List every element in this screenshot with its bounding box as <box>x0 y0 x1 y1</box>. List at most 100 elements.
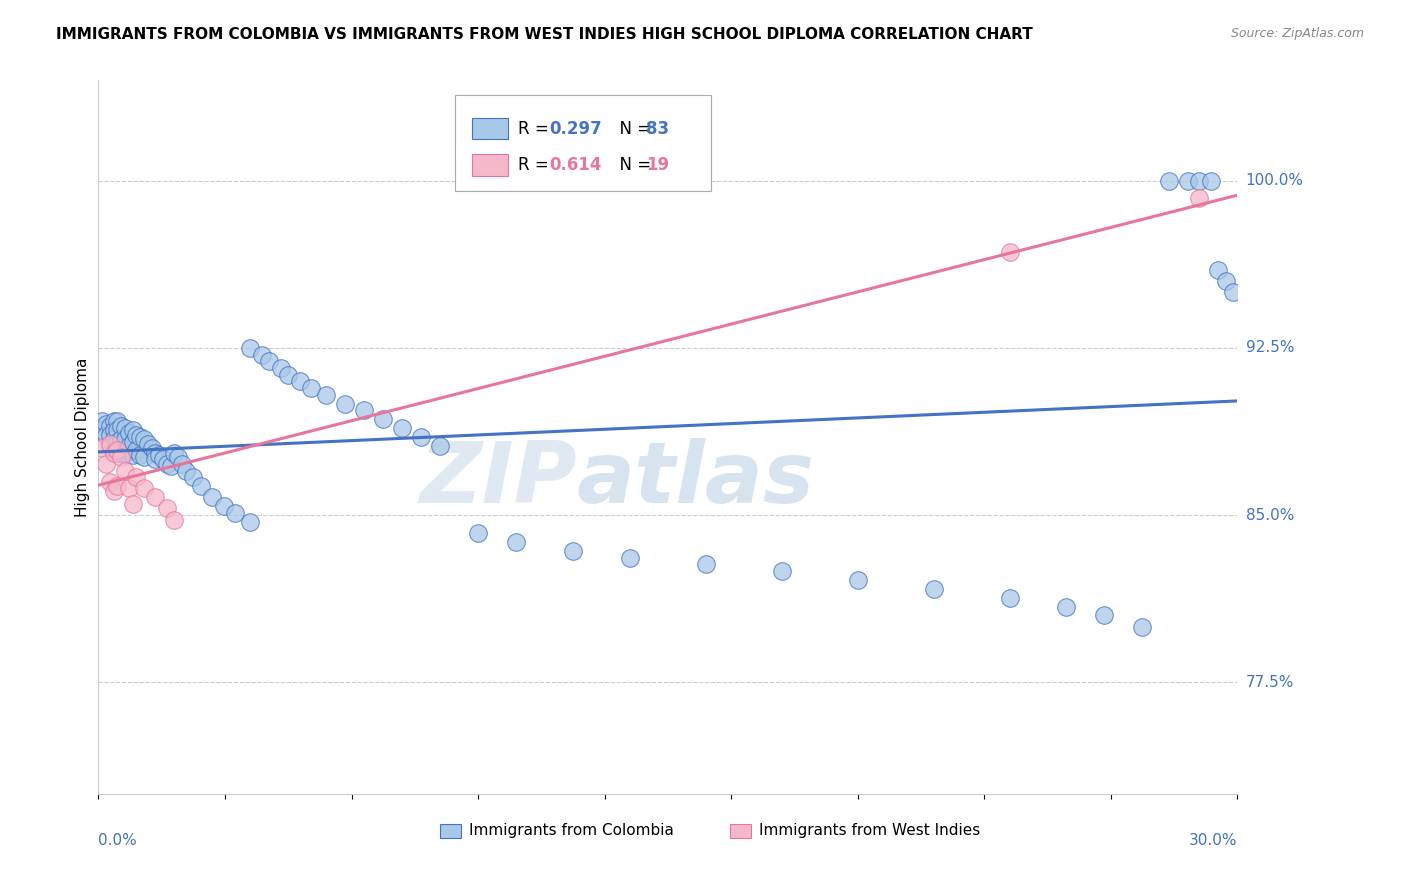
Point <box>846 573 869 587</box>
Point <box>239 515 262 529</box>
Point <box>129 430 152 444</box>
FancyBboxPatch shape <box>456 95 711 191</box>
Text: 85.0%: 85.0% <box>1246 508 1294 523</box>
Point <box>391 421 413 435</box>
Point <box>239 341 262 355</box>
Point <box>118 439 141 453</box>
Point <box>94 457 117 471</box>
Point <box>429 439 451 453</box>
Point <box>125 470 148 484</box>
Point <box>1215 274 1237 288</box>
Point <box>94 428 117 442</box>
Point <box>103 446 125 460</box>
Point <box>315 387 337 401</box>
Text: ZIP: ZIP <box>419 438 576 522</box>
Point <box>277 368 299 382</box>
Point <box>121 448 143 462</box>
Text: 19: 19 <box>647 156 669 174</box>
Point <box>132 450 155 465</box>
Point <box>270 361 292 376</box>
Text: IMMIGRANTS FROM COLOMBIA VS IMMIGRANTS FROM WEST INDIES HIGH SCHOOL DIPLOMA CORR: IMMIGRANTS FROM COLOMBIA VS IMMIGRANTS F… <box>56 27 1033 42</box>
Point <box>107 479 129 493</box>
Bar <box>472 118 509 139</box>
Point <box>288 375 311 389</box>
Text: 0.0%: 0.0% <box>98 833 138 847</box>
Text: 100.0%: 100.0% <box>1246 173 1303 188</box>
Bar <box>440 824 461 838</box>
Point <box>107 443 129 458</box>
Text: 0.297: 0.297 <box>550 120 602 137</box>
Point <box>1199 174 1222 188</box>
Point <box>1094 608 1116 623</box>
Point <box>1188 174 1211 188</box>
Point <box>107 446 129 460</box>
Point <box>259 354 281 368</box>
Text: 92.5%: 92.5% <box>1246 341 1294 355</box>
Point <box>114 446 136 460</box>
Text: Immigrants from Colombia: Immigrants from Colombia <box>468 823 673 838</box>
Point <box>163 513 186 527</box>
Point <box>1132 620 1154 634</box>
Point <box>103 483 125 498</box>
Point <box>98 475 121 489</box>
Point <box>103 443 125 458</box>
Point <box>91 442 114 456</box>
Point <box>250 348 273 362</box>
Point <box>107 414 129 429</box>
Point <box>98 428 121 442</box>
Point <box>770 564 793 578</box>
Y-axis label: High School Diploma: High School Diploma <box>75 358 90 516</box>
Point <box>94 417 117 431</box>
Point <box>121 497 143 511</box>
Text: Source: ZipAtlas.com: Source: ZipAtlas.com <box>1230 27 1364 40</box>
Point <box>103 414 125 429</box>
Point <box>212 500 235 514</box>
Point <box>1208 263 1230 277</box>
Point <box>132 482 155 496</box>
Point <box>998 591 1021 605</box>
Point <box>922 582 945 596</box>
Point <box>159 459 181 474</box>
Point <box>299 381 322 395</box>
Point <box>98 437 121 451</box>
Point <box>1222 285 1244 300</box>
Point <box>107 434 129 449</box>
Point <box>619 550 641 565</box>
Point <box>125 428 148 442</box>
Point <box>91 414 114 429</box>
Point <box>411 430 433 444</box>
Point <box>1157 174 1180 188</box>
Point <box>98 419 121 434</box>
Point <box>1177 174 1199 188</box>
Point <box>335 397 357 411</box>
Point <box>156 501 179 516</box>
Point <box>121 434 143 449</box>
Point <box>132 433 155 447</box>
Point <box>118 482 141 496</box>
Point <box>170 457 193 471</box>
Point <box>107 424 129 438</box>
Point <box>110 419 132 434</box>
Point <box>224 506 246 520</box>
Bar <box>731 824 751 838</box>
Text: Immigrants from West Indies: Immigrants from West Indies <box>759 823 980 838</box>
Point <box>110 433 132 447</box>
Point <box>695 558 717 572</box>
Point <box>156 457 179 471</box>
Point <box>562 544 585 558</box>
Point <box>136 437 159 451</box>
Point <box>110 446 132 460</box>
Point <box>114 464 136 478</box>
Point <box>118 425 141 440</box>
Point <box>125 443 148 458</box>
Point <box>1056 599 1078 614</box>
Text: atlas: atlas <box>576 438 815 522</box>
Point <box>114 433 136 447</box>
Text: R =: R = <box>517 120 554 137</box>
Point <box>174 464 197 478</box>
Point <box>998 245 1021 260</box>
Point <box>103 424 125 438</box>
Point <box>201 491 224 505</box>
Point <box>1188 192 1211 206</box>
Point <box>190 479 212 493</box>
